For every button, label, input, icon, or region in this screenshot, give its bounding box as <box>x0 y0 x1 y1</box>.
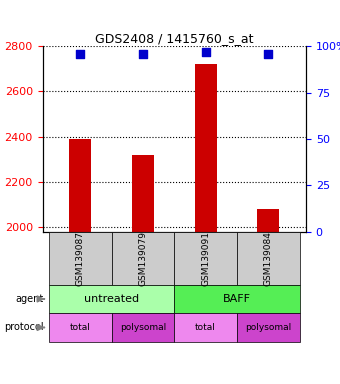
FancyBboxPatch shape <box>49 232 112 285</box>
Text: polysomal: polysomal <box>120 323 166 332</box>
Bar <box>194 64 217 232</box>
FancyBboxPatch shape <box>174 232 237 285</box>
Point <box>140 50 146 56</box>
Point <box>203 49 208 55</box>
FancyBboxPatch shape <box>237 313 300 342</box>
FancyBboxPatch shape <box>174 313 237 342</box>
Text: GSM139091: GSM139091 <box>201 231 210 286</box>
FancyBboxPatch shape <box>112 232 174 285</box>
Bar <box>132 155 154 232</box>
FancyBboxPatch shape <box>49 313 112 342</box>
Title: GDS2408 / 1415760_s_at: GDS2408 / 1415760_s_at <box>95 32 254 45</box>
FancyBboxPatch shape <box>237 232 300 285</box>
Text: GSM139084: GSM139084 <box>264 231 273 286</box>
Text: protocol: protocol <box>4 323 44 333</box>
Text: BAFF: BAFF <box>223 294 251 304</box>
FancyBboxPatch shape <box>112 313 174 342</box>
Text: agent: agent <box>16 294 44 304</box>
Bar <box>69 139 91 232</box>
Text: total: total <box>195 323 216 332</box>
Bar <box>257 209 279 232</box>
FancyBboxPatch shape <box>174 285 300 313</box>
Point <box>78 50 83 56</box>
Text: polysomal: polysomal <box>245 323 291 332</box>
Text: untreated: untreated <box>84 294 139 304</box>
Text: total: total <box>70 323 90 332</box>
Text: GSM139079: GSM139079 <box>138 231 147 286</box>
Point <box>266 50 271 56</box>
FancyBboxPatch shape <box>49 285 174 313</box>
Text: GSM139087: GSM139087 <box>75 231 85 286</box>
